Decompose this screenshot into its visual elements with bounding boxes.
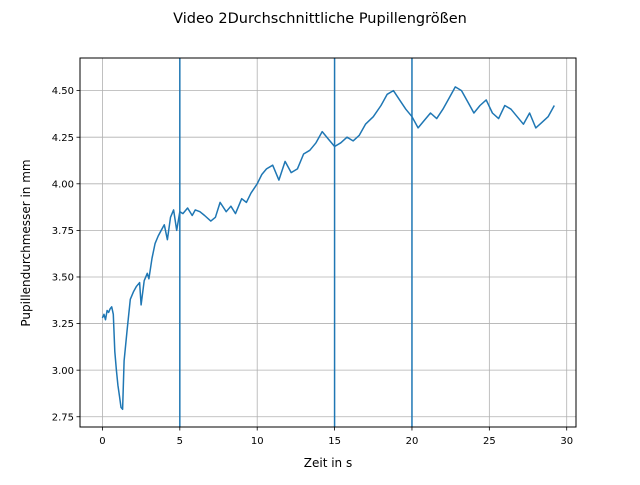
- y-tick-label: 2.75: [52, 412, 74, 423]
- x-axis-ticks: 0 5 10 15 20 25 30: [99, 427, 573, 447]
- y-tick-label: 3.75: [52, 226, 74, 237]
- x-axis-label: Zeit in s: [304, 456, 352, 470]
- y-tick-label: 3.25: [52, 319, 74, 330]
- x-tick-label: 10: [251, 436, 264, 447]
- y-axis-label: Pupillendurchmesser in mm: [19, 159, 33, 326]
- series-layer: [101, 86, 555, 411]
- chart-title: Video 2Durchschnittliche Pupillengrößen: [173, 11, 467, 27]
- x-tick-label: 30: [560, 436, 573, 447]
- y-tick-label: 3.50: [52, 273, 74, 284]
- vertical-markers: [179, 58, 413, 427]
- y-axis-ticks: 2.75 3.00 3.25 3.50 3.75 4.00 4.25 4.50: [52, 86, 80, 423]
- x-tick-label: 15: [328, 436, 341, 447]
- x-tick-label: 5: [177, 436, 183, 447]
- x-tick-label: 25: [483, 436, 496, 447]
- y-tick-label: 4.50: [52, 86, 74, 97]
- y-tick-label: 4.25: [52, 133, 74, 144]
- series-line: [101, 86, 555, 411]
- x-tick-label: 0: [99, 436, 105, 447]
- axes-frame: [79, 57, 577, 428]
- y-tick-label: 4.00: [52, 179, 74, 190]
- x-tick-label: 20: [406, 436, 419, 447]
- y-tick-label: 3.00: [52, 366, 74, 377]
